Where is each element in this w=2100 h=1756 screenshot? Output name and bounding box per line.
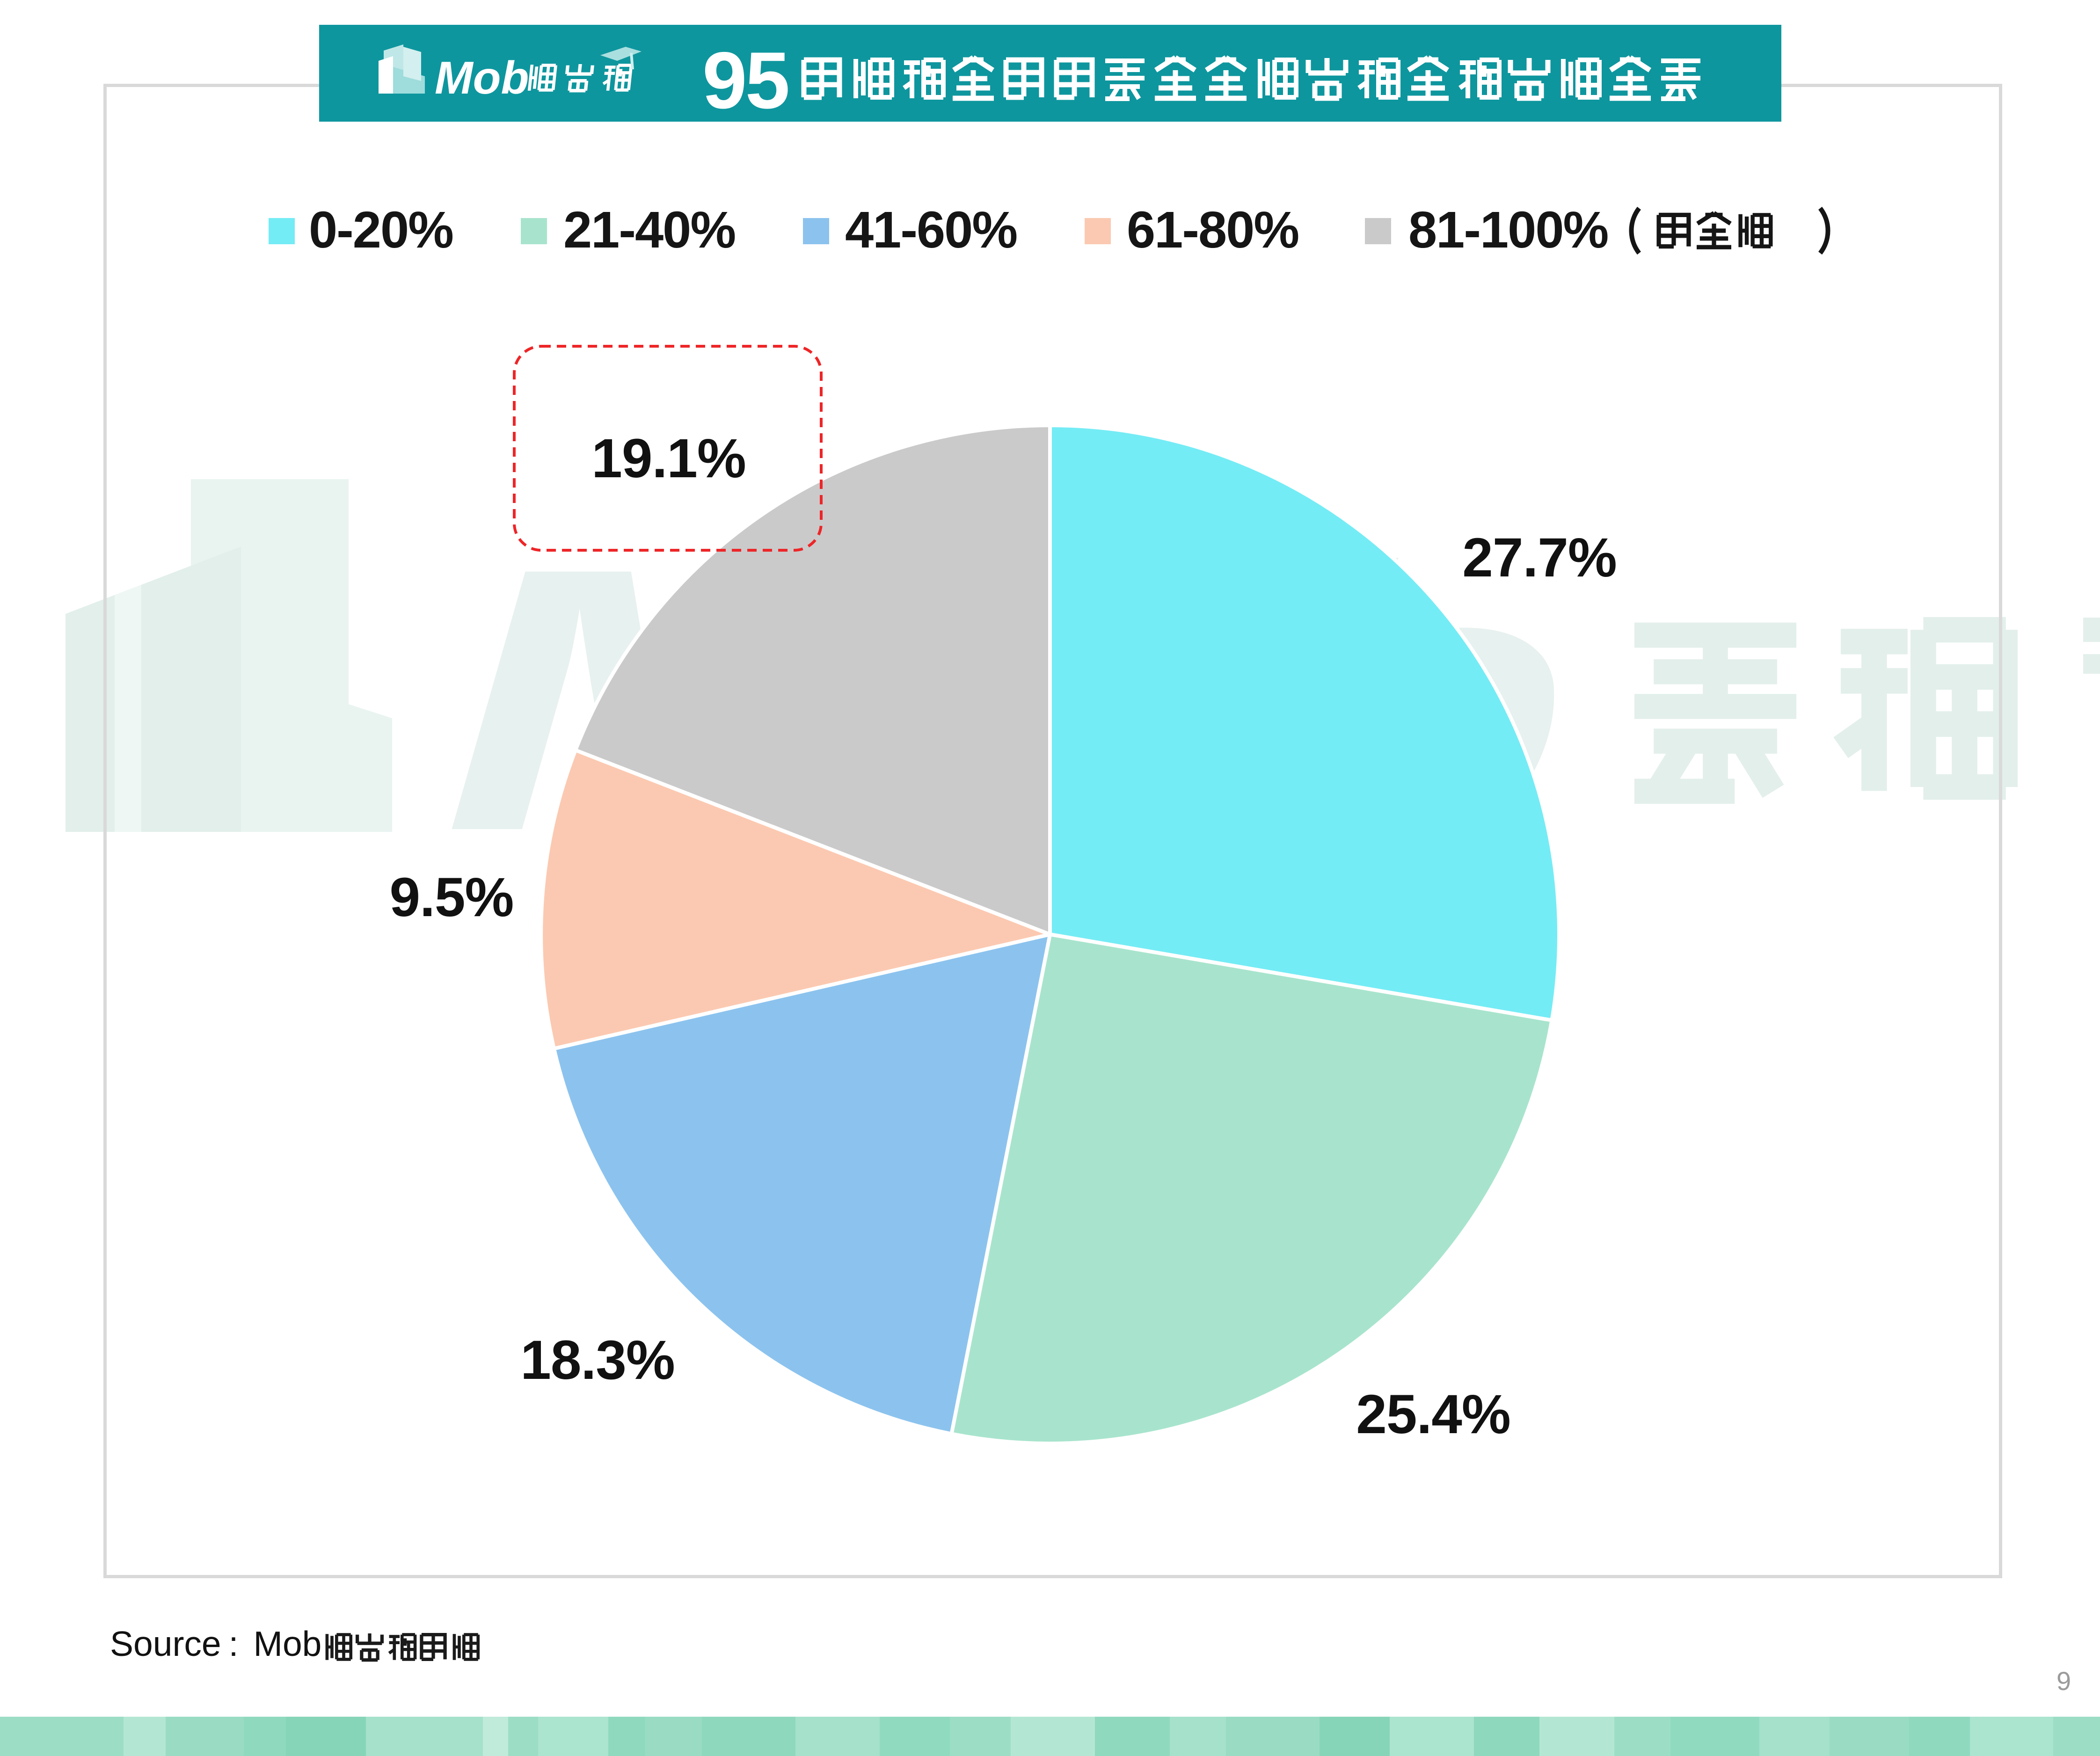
- svg-text:95: 95: [702, 36, 788, 122]
- svg-text:Mob: Mob: [435, 52, 529, 103]
